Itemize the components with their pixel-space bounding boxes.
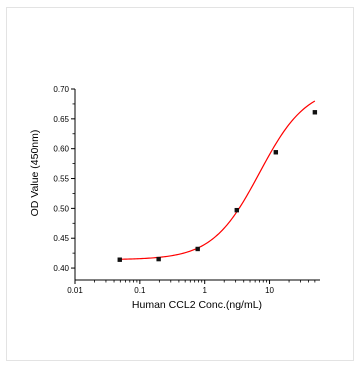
y-tick-label-5: 0.65 — [53, 115, 69, 124]
y-tick-label-0: 0.40 — [53, 264, 69, 273]
y-tick-label-1: 0.45 — [53, 234, 69, 243]
data-point-3 — [234, 207, 239, 213]
x-tick-label-2: 1 — [202, 286, 207, 295]
x-axis-title: Human CCL2 Conc.(ng/mL) — [132, 299, 262, 311]
y-tick-label-4: 0.60 — [53, 145, 69, 154]
x-tick-label-1: 0.1 — [134, 286, 146, 295]
data-point-5 — [312, 110, 318, 115]
fit-curve-layer — [119, 100, 316, 260]
y-axis-title: OD Value (450nm) — [29, 130, 41, 217]
data-point-2 — [195, 246, 200, 252]
axes: 0.01 0.1 1 10 0.40 0.45 0.50 0.55 0.60 0.65 0.70 — [53, 85, 320, 295]
fit-curve-series-0 — [119, 100, 316, 260]
x-tick-label-0: 0.01 — [67, 286, 83, 295]
data-point-4 — [273, 150, 279, 155]
data-point-1 — [156, 256, 161, 262]
y-tick-label-3: 0.55 — [53, 175, 69, 184]
data-points-layer — [117, 110, 318, 262]
chart-frame — [6, 7, 354, 361]
data-point-0 — [117, 257, 122, 262]
y-tick-label-2: 0.50 — [53, 204, 69, 213]
y-tick-label-6: 0.70 — [53, 85, 69, 94]
x-tick-label-3: 10 — [265, 286, 274, 295]
